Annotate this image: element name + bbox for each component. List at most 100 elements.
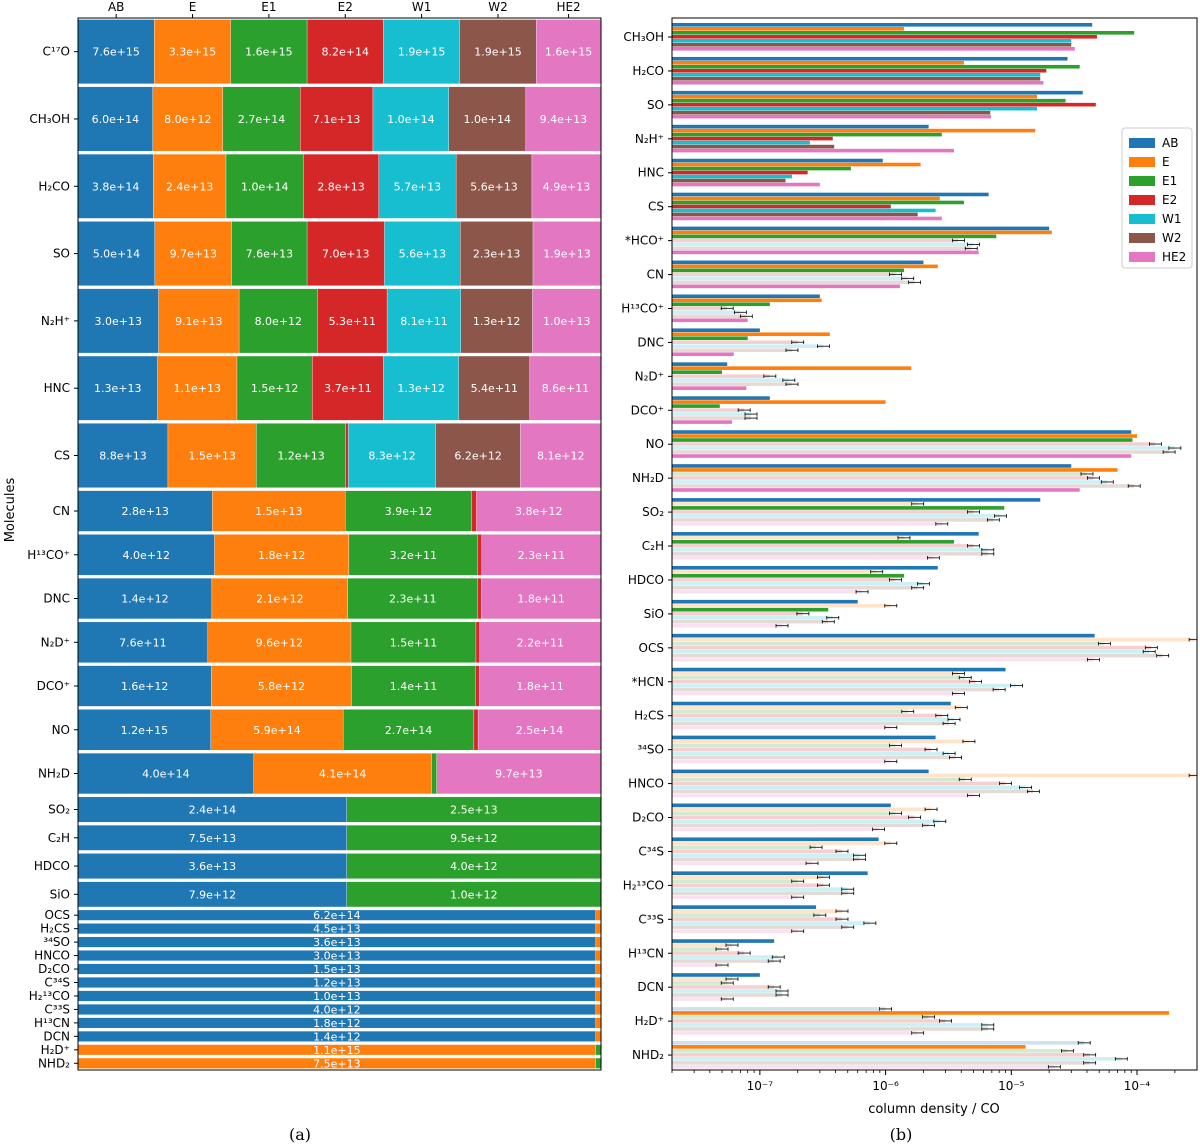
segment-value-label: 7.5e+13 — [189, 832, 236, 845]
bar-e — [672, 943, 732, 947]
segment-value-label: 4.0e+12 — [313, 1003, 360, 1016]
bar-e1 — [672, 709, 908, 714]
stack-segment-e1 — [595, 1057, 601, 1069]
bar-e1 — [672, 404, 720, 408]
bar-e — [672, 264, 938, 269]
stack-segment-ab — [78, 825, 347, 851]
stack-segment-e — [595, 936, 601, 948]
segment-value-label: 1.6e+15 — [545, 46, 592, 59]
bar-he2 — [672, 793, 974, 798]
molecule-label: HNC — [638, 166, 664, 180]
bar-e — [672, 1011, 1170, 1015]
bar-w2 — [672, 450, 1170, 454]
stack-segment-w2 — [455, 153, 533, 219]
segment-value-label: 1.2e+15 — [121, 724, 168, 737]
bar-w1 — [672, 39, 1072, 43]
segment-value-label: 8.0e+12 — [255, 315, 302, 328]
bar-w1 — [672, 819, 940, 824]
segment-value-label: 3.8e+14 — [92, 180, 139, 193]
molecule-label: DCO⁺ — [37, 679, 70, 693]
molecule-label: SiO — [50, 887, 70, 901]
segment-value-label: 8.2e+14 — [322, 46, 369, 59]
molecule-label: H₂CS — [634, 709, 664, 723]
segment-value-label: 2.5e+13 — [450, 804, 497, 817]
bar-e2 — [672, 204, 891, 209]
segment-value-label: 3.3e+15 — [169, 46, 216, 59]
bar-e1 — [672, 675, 966, 680]
bar-he2 — [672, 556, 934, 560]
bar-ab — [672, 565, 938, 570]
bar-he2 — [672, 1065, 1055, 1069]
legend-label-w1: W1 — [1162, 212, 1182, 226]
stack-segment-e2 — [471, 490, 477, 532]
stack-segment-e2 — [306, 221, 385, 286]
bar-ab — [672, 90, 1083, 95]
segment-value-label: 5.8e+12 — [258, 680, 305, 693]
molecule-label: H₂CO — [38, 179, 70, 193]
bar-he2 — [672, 47, 1075, 51]
molecule-label: OCS — [45, 908, 70, 922]
stack-segment-ab — [78, 86, 153, 152]
stack-segment-he2 — [529, 355, 601, 421]
bar-e — [672, 94, 1037, 99]
bar-e — [672, 502, 918, 506]
bar-ab — [672, 430, 1132, 434]
bar-e1 — [672, 98, 1066, 103]
segment-value-label: 1.9e+15 — [398, 46, 445, 59]
bar-e2 — [672, 35, 1097, 39]
molecule-label: C³³S — [44, 1002, 70, 1016]
bar-w1 — [672, 72, 1041, 77]
segment-value-label: 8.1e+12 — [537, 449, 584, 462]
segment-value-label: 5.0e+14 — [93, 248, 140, 261]
stack-segment-e2 — [312, 355, 384, 421]
bar-e — [672, 60, 964, 65]
stack-segment-he2 — [531, 153, 601, 219]
stack-segment-e1 — [431, 752, 437, 795]
legend-label-he2: HE2 — [1162, 250, 1186, 264]
molecule-label: H₂D⁺ — [635, 1014, 664, 1028]
bar-w2 — [672, 993, 783, 997]
bar-w1 — [672, 1057, 1122, 1061]
molecule-label: CH₃OH — [29, 112, 70, 126]
bar-w2 — [672, 823, 929, 828]
stack-segment-e1 — [225, 153, 304, 219]
stack-segment-he2 — [532, 221, 601, 286]
stack-segment-e — [210, 709, 344, 751]
bar-w2 — [672, 76, 1041, 81]
bar-ab — [672, 939, 775, 943]
molecule-label: N₂H⁺ — [635, 132, 664, 146]
legend-label-w2: W2 — [1162, 231, 1182, 245]
segment-value-label: 9.5e+12 — [450, 832, 497, 845]
stack-segment-he2 — [481, 534, 601, 576]
bar-e1 — [672, 506, 1005, 510]
bar-e2 — [672, 476, 1094, 480]
bar-w2 — [672, 246, 972, 251]
stack-segment-ab — [78, 796, 347, 823]
bar-he2 — [672, 997, 728, 1001]
series-header-e2: E2 — [338, 0, 353, 14]
x-tick-label: 10⁻⁶ — [872, 1079, 899, 1093]
panel-a-frame — [77, 17, 602, 1071]
bar-w1 — [672, 615, 833, 620]
segment-value-label: 9.4e+13 — [540, 113, 587, 126]
molecule-label: CN — [647, 268, 664, 282]
segment-value-label: 2.8e+13 — [317, 180, 364, 193]
segment-value-label: 5.3e+11 — [329, 315, 376, 328]
bar-he2 — [672, 386, 747, 390]
panel-a-bar-labels: 7.6e+15 3.3e+15 1.6e+15 8.2e+14 1.9e+15 1.9e+… — [92, 46, 593, 1071]
segment-value-label: 6.0e+14 — [92, 113, 139, 126]
panel-b-grouped-chart: 10⁻⁷ 10⁻⁶ 10⁻⁵ 10⁻⁴ CH₃OH H₂CO SO N₂H⁺ HNC CS *HC… — [621, 17, 1198, 1117]
bar-e1 — [672, 777, 966, 782]
molecule-label: H₂CS — [40, 922, 70, 936]
stack-segment-e2 — [303, 153, 379, 219]
bar-ab — [672, 192, 989, 197]
stack-segment-he2 — [477, 709, 601, 751]
segment-value-label: 7.6e+15 — [92, 46, 139, 59]
bar-w2 — [672, 144, 835, 149]
stack-segment-ab — [78, 490, 213, 532]
molecule-label: D₂CO — [632, 811, 664, 825]
molecule-label: N₂D⁺ — [41, 635, 70, 649]
bar-e1 — [672, 438, 1133, 442]
bar-w1 — [672, 514, 1001, 518]
molecule-label: DCO⁺ — [631, 403, 664, 417]
